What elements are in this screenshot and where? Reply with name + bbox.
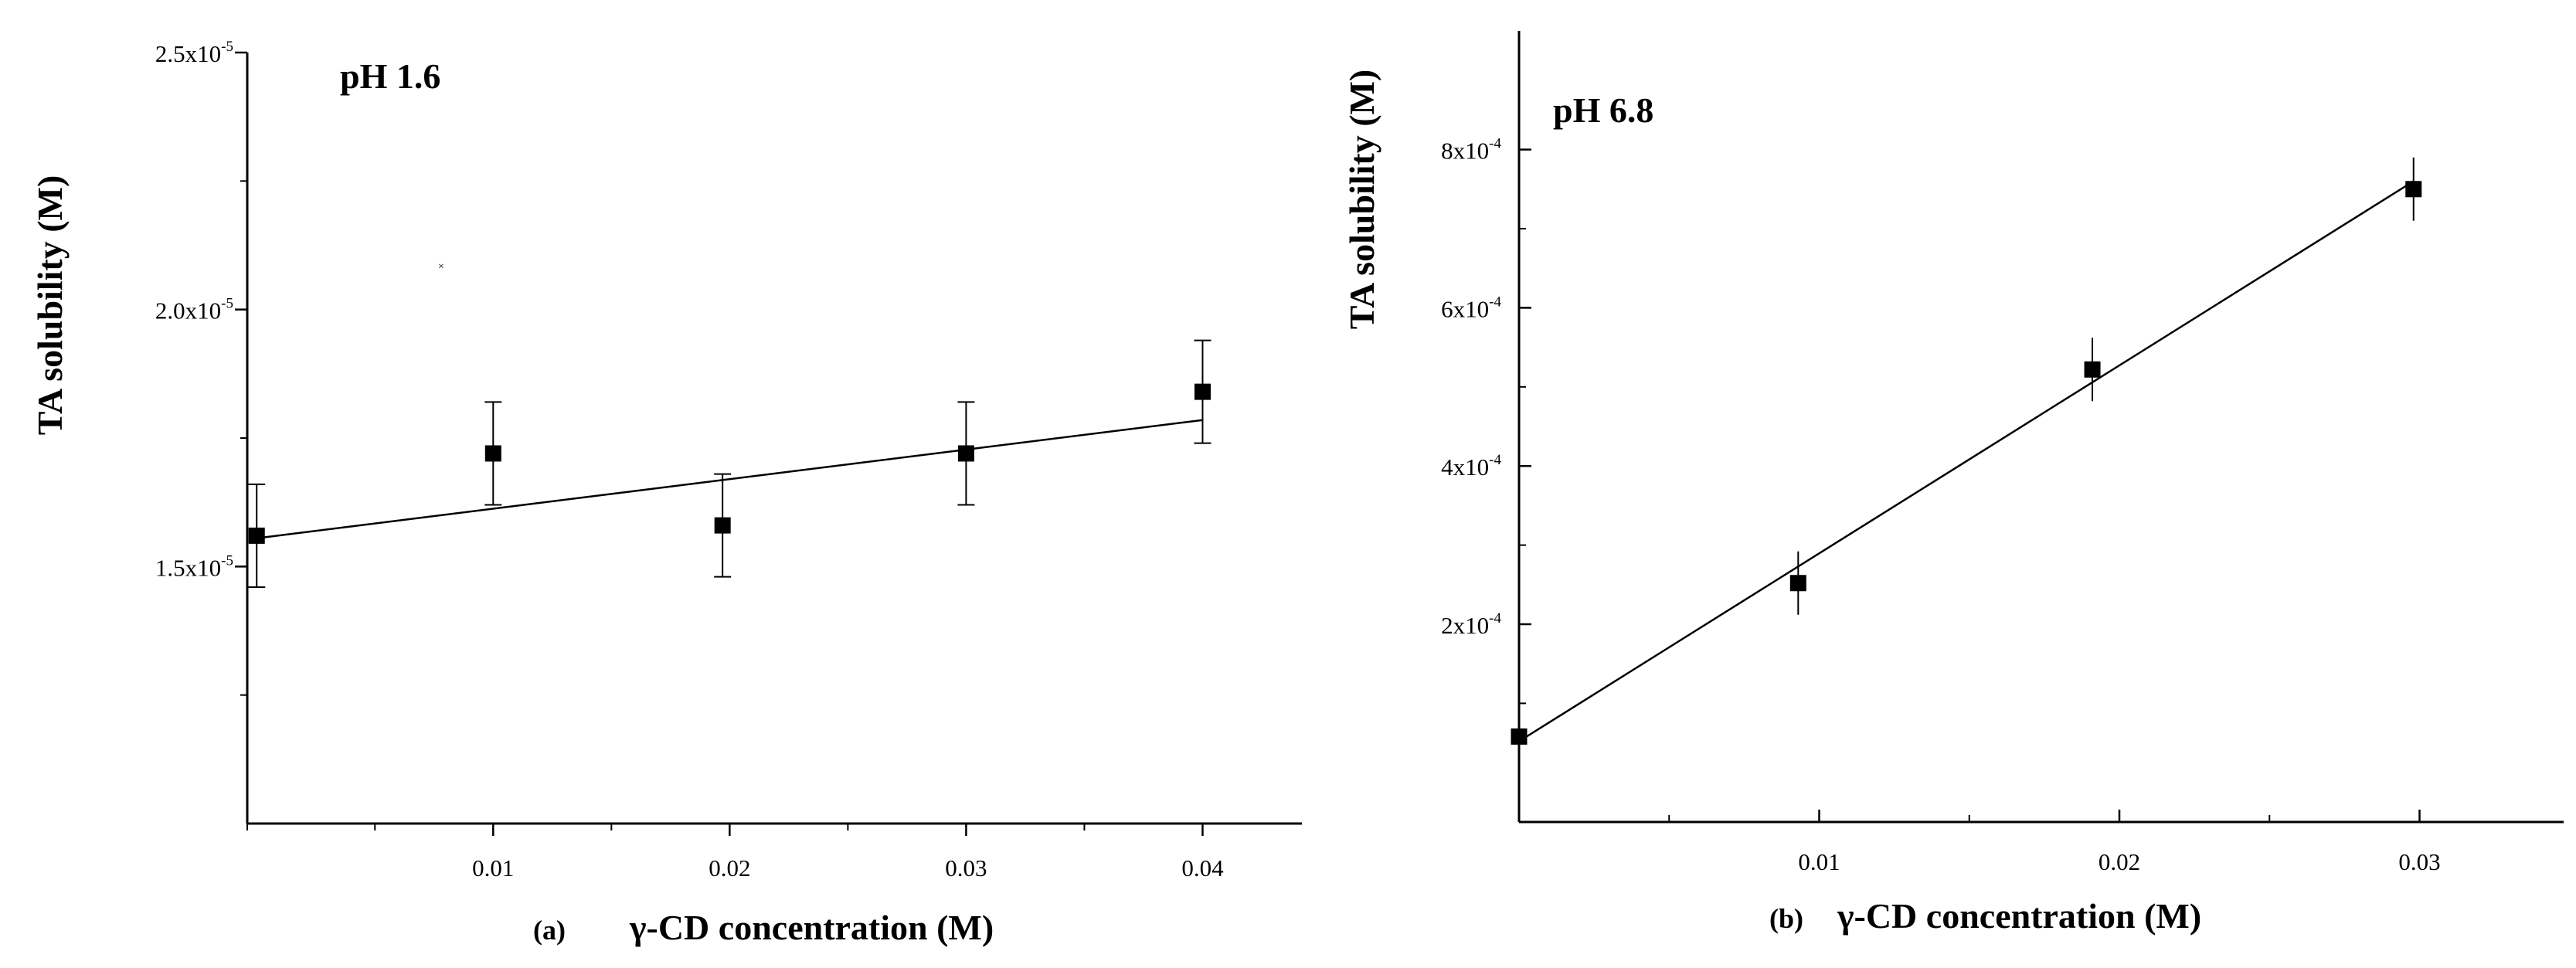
panel-letter: (b) (1769, 903, 1803, 934)
fit-line (1518, 180, 2415, 742)
ph-annotation: pH 6.8 (1553, 90, 1653, 130)
y-tick-label: 2x10-4 (1441, 610, 1501, 639)
panel-letter: (a) (533, 915, 566, 946)
x-tick-label: 0.02 (2099, 848, 2140, 875)
x-tick-label: 0.04 (1181, 854, 1224, 881)
y-tick-label: 2.5x10-5 (155, 39, 233, 67)
y-axis-label: TA solubility (M) (30, 175, 70, 436)
y-tick-label: 1.5x10-5 (155, 552, 233, 581)
x-tick-label: 0.01 (1798, 848, 1840, 875)
y-axis-label: TA solubility (M) (1342, 70, 1381, 330)
y-tick-label: 8x10-4 (1441, 136, 1501, 165)
y-tick-label: 6x10-4 (1441, 294, 1501, 322)
x-tick-label: 0.02 (709, 854, 750, 881)
fit-line (257, 419, 1203, 539)
data-point (1789, 575, 1806, 592)
x-axis-label: γ-CD concentration (M) (629, 908, 994, 947)
data-point (1194, 383, 1211, 400)
data-point (714, 517, 731, 534)
panel-a: 1.5x10-5 2.0x10-5 2.5x10-5 0.01 0.02 0.03 0.04… (30, 39, 1302, 947)
x-axis-label: γ-CD concentration (M) (1837, 896, 2201, 936)
data-point (957, 445, 974, 462)
ph-annotation: pH 1.6 (340, 56, 440, 96)
x-tick-label: 0.03 (2398, 848, 2440, 875)
data-point (1511, 728, 1528, 745)
data-point (2084, 361, 2101, 378)
y-tick-label: 4x10-4 (1441, 452, 1501, 481)
y-tick-label: 2.0x10-5 (155, 296, 233, 324)
data-point (2405, 181, 2422, 198)
data-point (248, 527, 265, 544)
panel-b: 2x10-4 4x10-4 6x10-4 8x10-4 0.01 0.02 0.03 pH 6… (1342, 31, 2564, 936)
x-tick-label: 0.03 (945, 854, 987, 881)
data-point (484, 445, 501, 462)
x-tick-label: 0.01 (472, 854, 514, 881)
stray-mark: × (438, 261, 444, 273)
